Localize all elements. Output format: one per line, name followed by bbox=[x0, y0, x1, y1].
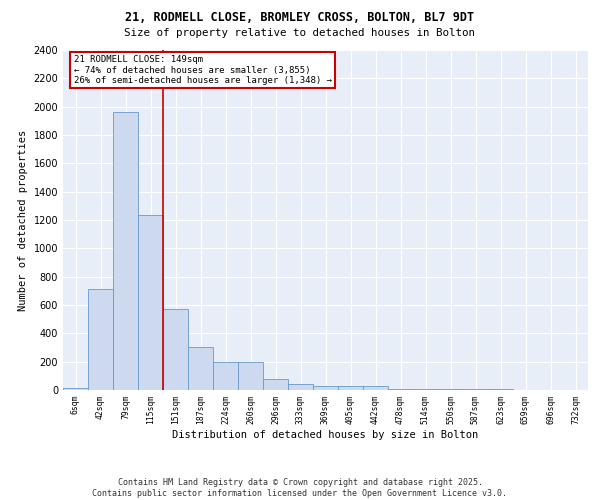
Bar bbox=[263, 378, 288, 390]
Bar bbox=[288, 384, 313, 390]
Bar bbox=[163, 308, 188, 390]
Y-axis label: Number of detached properties: Number of detached properties bbox=[18, 130, 28, 310]
X-axis label: Distribution of detached houses by size in Bolton: Distribution of detached houses by size … bbox=[172, 430, 479, 440]
Text: 21 RODMELL CLOSE: 149sqm
← 74% of detached houses are smaller (3,855)
26% of sem: 21 RODMELL CLOSE: 149sqm ← 74% of detach… bbox=[74, 55, 331, 85]
Text: Contains HM Land Registry data © Crown copyright and database right 2025.
Contai: Contains HM Land Registry data © Crown c… bbox=[92, 478, 508, 498]
Bar bbox=[138, 215, 163, 390]
Bar bbox=[238, 362, 263, 390]
Bar bbox=[363, 386, 388, 390]
Bar bbox=[388, 388, 413, 390]
Text: 21, RODMELL CLOSE, BROMLEY CROSS, BOLTON, BL7 9DT: 21, RODMELL CLOSE, BROMLEY CROSS, BOLTON… bbox=[125, 11, 475, 24]
Bar bbox=[313, 386, 338, 390]
Bar bbox=[188, 347, 213, 390]
Bar bbox=[213, 362, 238, 390]
Text: Size of property relative to detached houses in Bolton: Size of property relative to detached ho… bbox=[125, 28, 476, 38]
Bar bbox=[113, 112, 138, 390]
Bar bbox=[63, 388, 88, 390]
Bar bbox=[338, 386, 363, 390]
Bar bbox=[88, 290, 113, 390]
